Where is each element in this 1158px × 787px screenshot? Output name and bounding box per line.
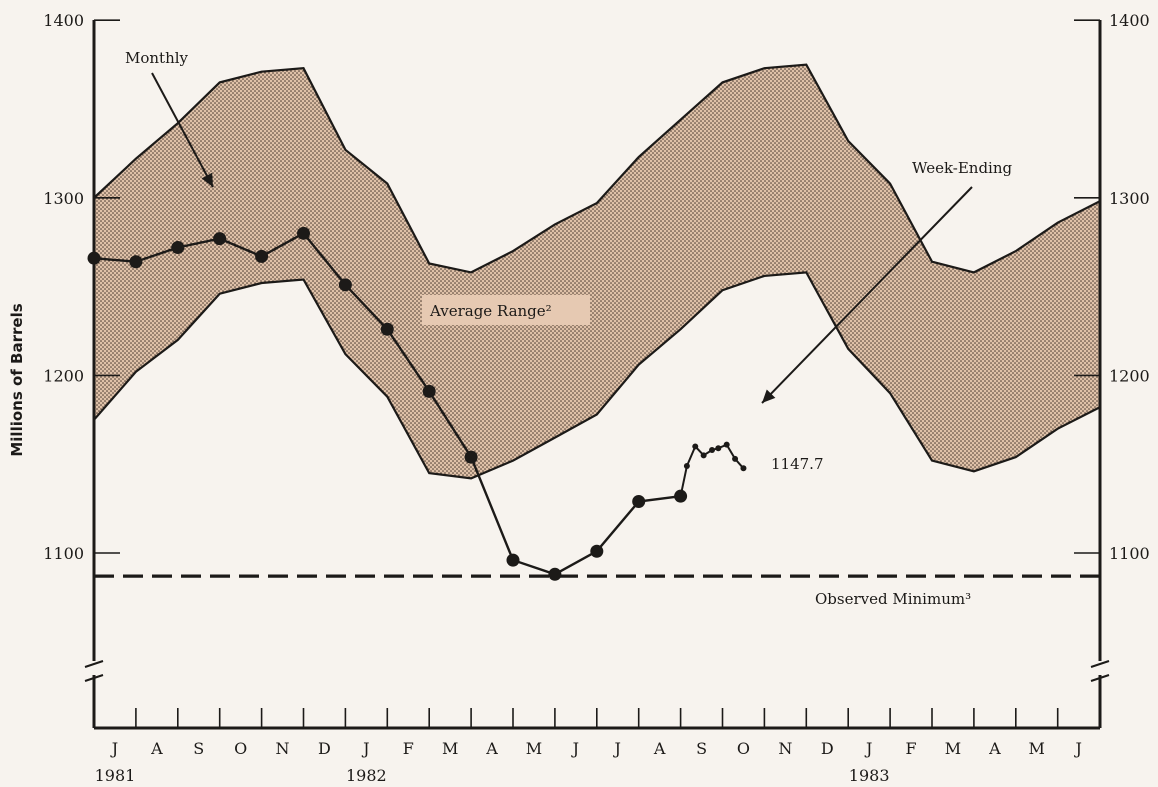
week-ending-point (683, 462, 690, 469)
week-ending-point (732, 455, 739, 462)
left-axis-break-top (84, 660, 104, 668)
y-tick-label-left: 1200 (43, 366, 84, 385)
monthly-point (548, 567, 562, 581)
average-range-label: Average Range² (429, 302, 552, 320)
monthly-point (129, 255, 143, 269)
y-axis-title: Millions of Barrels (8, 303, 26, 456)
x-month-label: A (150, 739, 163, 758)
x-month-label: O (737, 739, 750, 758)
average-range-upper-edge (93, 63, 1101, 274)
week-ending-point (692, 443, 699, 450)
x-month-label: M (442, 739, 458, 758)
monthly-point (213, 232, 227, 246)
x-month-label: N (276, 739, 290, 758)
monthly-point (255, 249, 269, 263)
x-month-label: M (1029, 739, 1045, 758)
monthly-point (380, 322, 394, 336)
monthly-arrow (151, 72, 214, 188)
y-tick-label-left: 1100 (43, 544, 84, 563)
x-year-label: 1983 (849, 766, 890, 785)
x-month-label: S (193, 739, 204, 758)
y-tick-label-left: 1300 (43, 189, 84, 208)
x-month-label: F (403, 739, 414, 758)
x-month-label: S (696, 739, 707, 758)
x-month-label: A (485, 739, 498, 758)
week-ending-point (700, 452, 707, 459)
y-tick-label-right: 1400 (1109, 11, 1150, 30)
x-month-label: D (318, 739, 331, 758)
y-tick-label-left: 1400 (43, 11, 84, 30)
x-year-label: 1981 (95, 766, 136, 785)
monthly-point (171, 241, 185, 255)
x-month-label: N (778, 739, 792, 758)
monthly-point (464, 450, 478, 464)
x-month-label: O (234, 739, 247, 758)
x-month-label: J (571, 739, 579, 758)
x-year-label: 1982 (346, 766, 387, 785)
x-month-label: D (821, 739, 834, 758)
average-range-band (94, 64, 1100, 479)
right-axis-break-top (1090, 660, 1110, 668)
average-range-label-bg (422, 295, 590, 325)
x-month-label: J (361, 739, 369, 758)
x-month-label: J (110, 739, 118, 758)
week-ending-point (709, 446, 716, 453)
week-ending-arrow-head (762, 389, 776, 403)
week-ending-point (740, 465, 747, 472)
week-ending-label: Week-Ending (912, 159, 1013, 177)
monthly-point (297, 226, 310, 240)
x-month-label: J (1073, 739, 1081, 758)
right-axis-break-bottom (1090, 674, 1110, 682)
monthly-point (632, 494, 646, 508)
y-tick-label-right: 1300 (1109, 189, 1150, 208)
y-tick-label-right: 1200 (1109, 366, 1150, 385)
last-value-label: 1147.7 (771, 455, 824, 473)
x-month-label: M (945, 739, 961, 758)
monthly-point (338, 278, 352, 292)
left-axis-break-bottom (84, 674, 104, 682)
monthly-label: Monthly (125, 49, 189, 67)
week-ending-arrow (761, 186, 973, 404)
y-tick-label-right: 1100 (1109, 544, 1150, 563)
week-ending-point (715, 445, 722, 452)
monthly-point (422, 384, 436, 398)
monthly-point (506, 553, 520, 567)
monthly-arrow-head (201, 172, 213, 187)
x-month-label: J (613, 739, 621, 758)
x-month-label: J (864, 739, 872, 758)
observed-minimum-label: Observed Minimum³ (815, 590, 971, 608)
monthly-point (590, 544, 604, 558)
x-month-label: A (653, 739, 666, 758)
average-range-lower-edge (93, 271, 1101, 480)
week-ending-point (723, 441, 730, 448)
x-month-label: M (526, 739, 542, 758)
x-month-label: A (988, 739, 1001, 758)
x-month-label: F (905, 739, 916, 758)
